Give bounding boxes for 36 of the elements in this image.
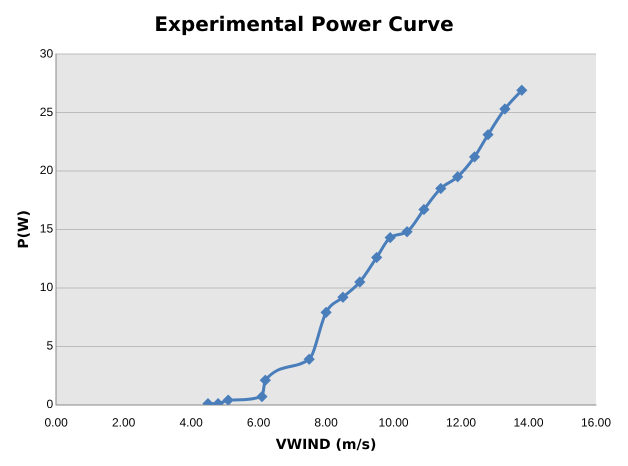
x-tick-label: 4.00 [179,415,204,430]
point [385,232,396,243]
chart-title: Experimental Power Curve [154,12,454,36]
point [260,375,270,386]
point [321,307,332,318]
point [418,204,429,215]
point [372,252,382,262]
x-tick-label: 10.00 [378,415,409,430]
x-axis-title: VWIND (m/s) [276,437,376,454]
y-tick-label: 30 [40,46,54,60]
x-tick-label: 2.00 [112,415,136,430]
x-tick-label: 16.00 [580,415,612,430]
point [436,183,446,194]
x-tick-label: 6.00 [246,415,271,430]
point [516,85,527,96]
point [304,354,314,364]
point [338,292,348,302]
x-tick-label: 14.00 [514,415,544,430]
y-tick-label: 15 [40,222,54,236]
point [500,104,510,114]
x-tick-label: 8.00 [314,415,338,430]
point [452,172,463,182]
point [256,392,267,402]
point [223,395,234,405]
x-tick-label: 0.00 [44,415,68,430]
point [483,130,494,140]
point [354,277,365,288]
x-tick-label: 12.00 [446,415,476,430]
point [470,152,480,162]
y-tick-label: 0 [46,397,54,412]
point [402,226,412,237]
y-tick-label: 20 [40,163,54,178]
y-tick-label: 25 [40,104,54,119]
y-tick-label: 5 [46,338,54,353]
y-axis-title: P(W) [16,210,32,249]
y-tick-label: 10 [40,280,54,294]
